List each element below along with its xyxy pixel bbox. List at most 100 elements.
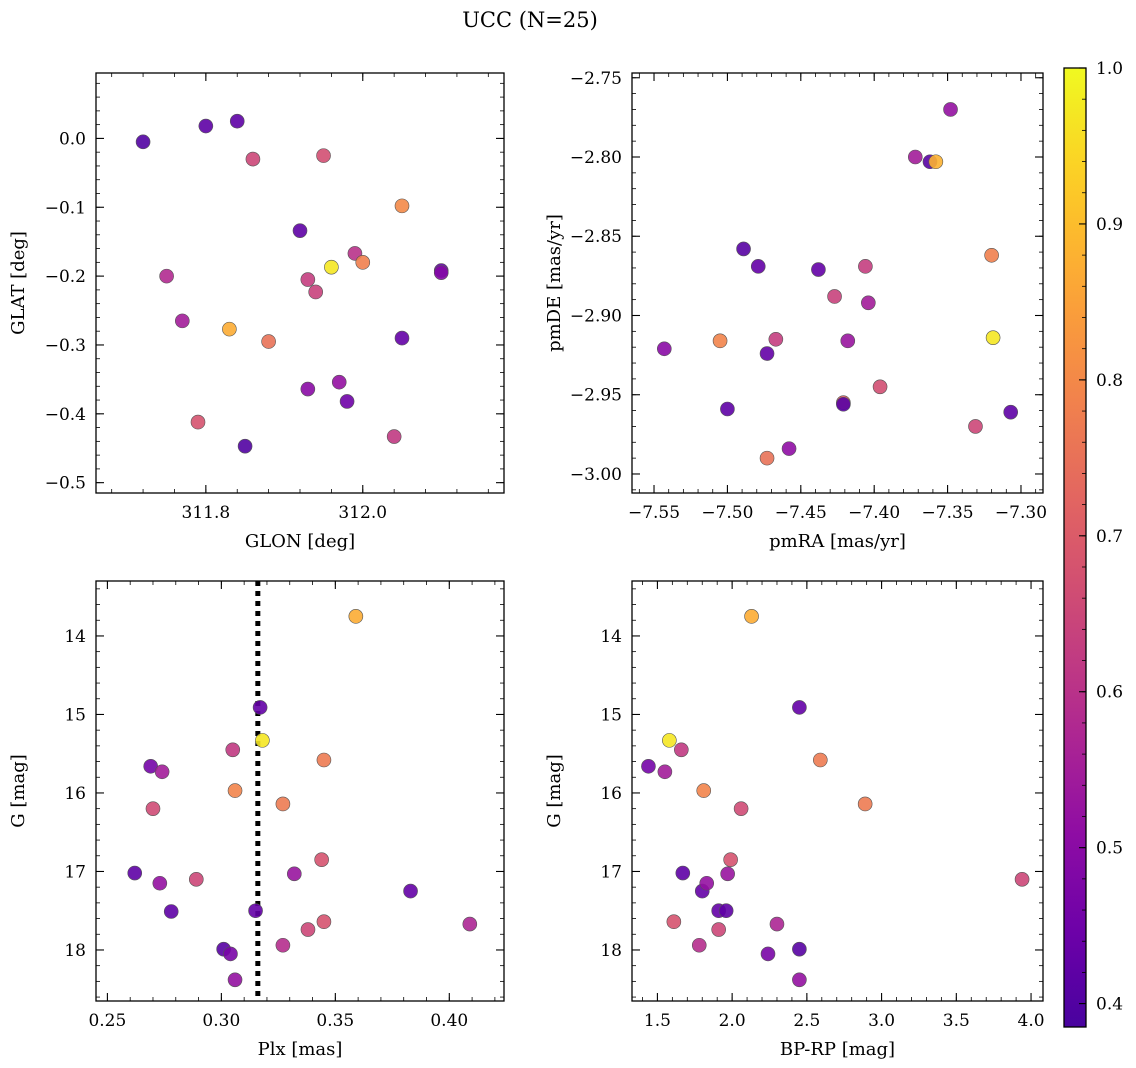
data-point [744, 609, 759, 624]
data-point [811, 262, 826, 277]
data-point [222, 321, 237, 337]
data-point [316, 148, 331, 163]
colorbar: 0.4 0.5 0.6 0.7 0.8 0.9 1.0 [1063, 59, 1123, 1028]
y-axis-label: GLAT [deg] [8, 231, 29, 335]
data-point [840, 333, 856, 349]
data-point [135, 134, 151, 150]
y-tick-label: 18 [64, 941, 86, 961]
data-point [792, 941, 807, 957]
data-point [190, 414, 206, 430]
y-tick-label: 18 [600, 941, 622, 961]
data-point [656, 341, 672, 357]
data-point [792, 972, 807, 988]
data-point [662, 733, 677, 748]
y-tick-label: 17 [64, 862, 86, 882]
y-tick-label: −2.95 [570, 386, 622, 406]
y-tick-label: −2.90 [570, 306, 622, 326]
data-point [711, 922, 726, 937]
y-tick-label: −0.5 [45, 474, 86, 494]
data-point [339, 394, 355, 409]
colorbar-frame [1063, 67, 1087, 1028]
y-tick-label: 15 [600, 705, 622, 725]
data-point [248, 903, 263, 919]
data-point [943, 102, 958, 117]
y-tick-label: 14 [64, 627, 86, 647]
plot-frame [95, 580, 505, 1002]
data-point [781, 441, 797, 456]
y-tick-label: 17 [600, 862, 622, 882]
data-point [223, 946, 238, 962]
y-tick-label: 16 [64, 784, 86, 804]
data-point [275, 937, 291, 953]
x-tick-label: 1.5 [644, 1011, 671, 1031]
data-point [229, 113, 245, 129]
data-point [666, 914, 682, 930]
x-tick-label: 311.8 [182, 503, 231, 523]
data-point [245, 151, 261, 167]
data-point [985, 330, 1001, 345]
colorbar-tick-label: 1.0 [1096, 59, 1123, 79]
data-point [759, 346, 775, 361]
data-point [760, 946, 776, 962]
data-point [314, 852, 329, 867]
data-point [768, 331, 784, 347]
y-tick-label: 0.0 [59, 129, 86, 149]
panel-2: −7.55 −7.50 −7.45 −7.40 −7.35 −7.30 −2.75 −2.80… [544, 69, 1047, 552]
data-point [462, 916, 478, 932]
data-point [433, 265, 449, 280]
y-axis-label: G [mag] [8, 754, 29, 827]
x-tick-label: 0.30 [202, 1011, 240, 1031]
y-tick-label: −0.1 [45, 198, 86, 218]
data-point [225, 742, 241, 758]
data-point [641, 758, 656, 774]
data-point [403, 883, 418, 899]
x-tick-label: −7.45 [775, 503, 827, 523]
data-point [712, 333, 728, 349]
data-point [227, 783, 243, 798]
data-point [857, 796, 873, 812]
data-point [308, 284, 323, 300]
data-point [723, 852, 738, 867]
y-tick-label: 14 [600, 627, 622, 647]
panel-3: 0.25 0.30 0.35 0.40 14 15 16 17 18 Plx [mas] G [ma… [8, 580, 505, 1060]
data-point [175, 313, 190, 329]
x-tick-label: 0.40 [430, 1011, 468, 1031]
data-point [287, 866, 302, 882]
data-point [300, 381, 316, 397]
data-point [718, 903, 734, 919]
data-point [720, 401, 735, 417]
x-tick-label: −7.35 [922, 503, 974, 523]
x-tick-label: 2.0 [719, 1011, 746, 1031]
data-point [300, 272, 316, 287]
data-point [696, 783, 712, 798]
data-point [733, 801, 749, 816]
colorbar-tick-label: 0.8 [1096, 371, 1123, 391]
data-point [237, 438, 253, 454]
y-axis-label: G [mag] [544, 754, 565, 827]
x-axis-label: Plx [mas] [258, 1039, 343, 1060]
data-point [152, 875, 168, 891]
data-point [355, 255, 371, 270]
data-point [324, 259, 339, 275]
y-tick-label: −2.75 [570, 69, 622, 89]
data-point [316, 914, 332, 930]
data-point [1003, 404, 1019, 420]
data-point [699, 875, 715, 891]
data-point [145, 801, 161, 816]
data-point [348, 609, 364, 624]
data-point [300, 922, 316, 937]
data-point [127, 865, 143, 881]
y-tick-label: 16 [600, 784, 622, 804]
x-tick-label: 312.0 [338, 503, 387, 523]
colorbar-tick-label: 0.7 [1096, 527, 1123, 547]
panel-1: 311.8 312.0 0.0 −0.1 −0.2 −0.3 −0.4 −0.5 GLON [d… [8, 72, 505, 552]
data-point [769, 916, 785, 932]
data-point [252, 700, 268, 715]
colorbar-tick-label: 0.4 [1096, 995, 1123, 1015]
data-point [316, 752, 332, 768]
data-point [907, 149, 923, 165]
x-tick-label: 3.0 [868, 1011, 895, 1031]
data-point [750, 259, 766, 274]
data-point [736, 241, 751, 257]
x-tick-label: −7.30 [995, 503, 1047, 523]
